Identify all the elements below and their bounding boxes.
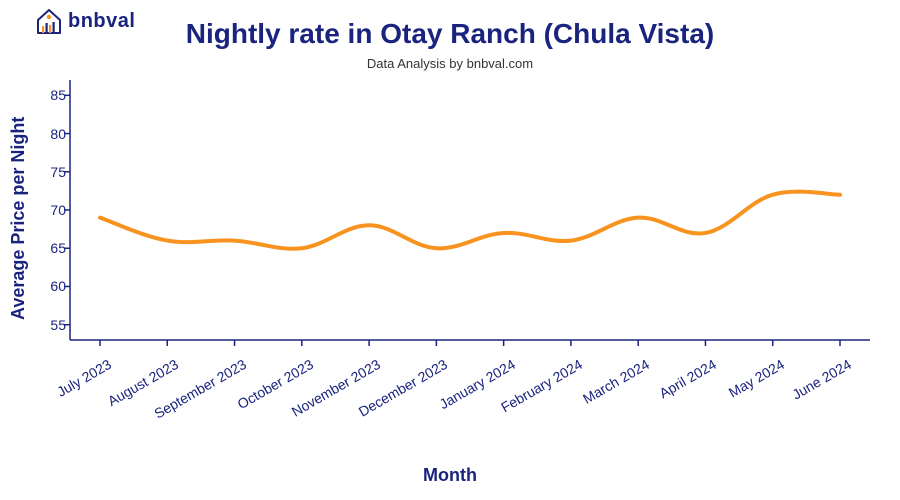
y-tick-label: 75 bbox=[36, 164, 66, 180]
line-chart-svg bbox=[70, 80, 870, 340]
y-tick-label: 65 bbox=[36, 240, 66, 256]
data-series-line bbox=[100, 192, 840, 249]
chart-subtitle: Data Analysis by bnbval.com bbox=[0, 56, 900, 71]
y-tick-label: 55 bbox=[36, 317, 66, 333]
y-tick-label: 60 bbox=[36, 278, 66, 294]
y-tick-label: 85 bbox=[36, 87, 66, 103]
x-tick-label: May 2024 bbox=[725, 356, 786, 401]
x-axis-label: Month bbox=[0, 465, 900, 486]
chart-title: Nightly rate in Otay Ranch (Chula Vista) bbox=[0, 18, 900, 50]
chart-container: bnbval Nightly rate in Otay Ranch (Chula… bbox=[0, 0, 900, 500]
y-tick-label: 80 bbox=[36, 126, 66, 142]
x-tick-label: July 2023 bbox=[54, 356, 114, 400]
y-tick-label: 70 bbox=[36, 202, 66, 218]
y-axis-label: Average Price per Night bbox=[8, 117, 29, 320]
x-tick-label: April 2024 bbox=[657, 356, 720, 401]
x-tick-label: June 2024 bbox=[789, 356, 854, 403]
x-tick-label: March 2024 bbox=[580, 356, 652, 407]
plot-area bbox=[70, 80, 870, 340]
